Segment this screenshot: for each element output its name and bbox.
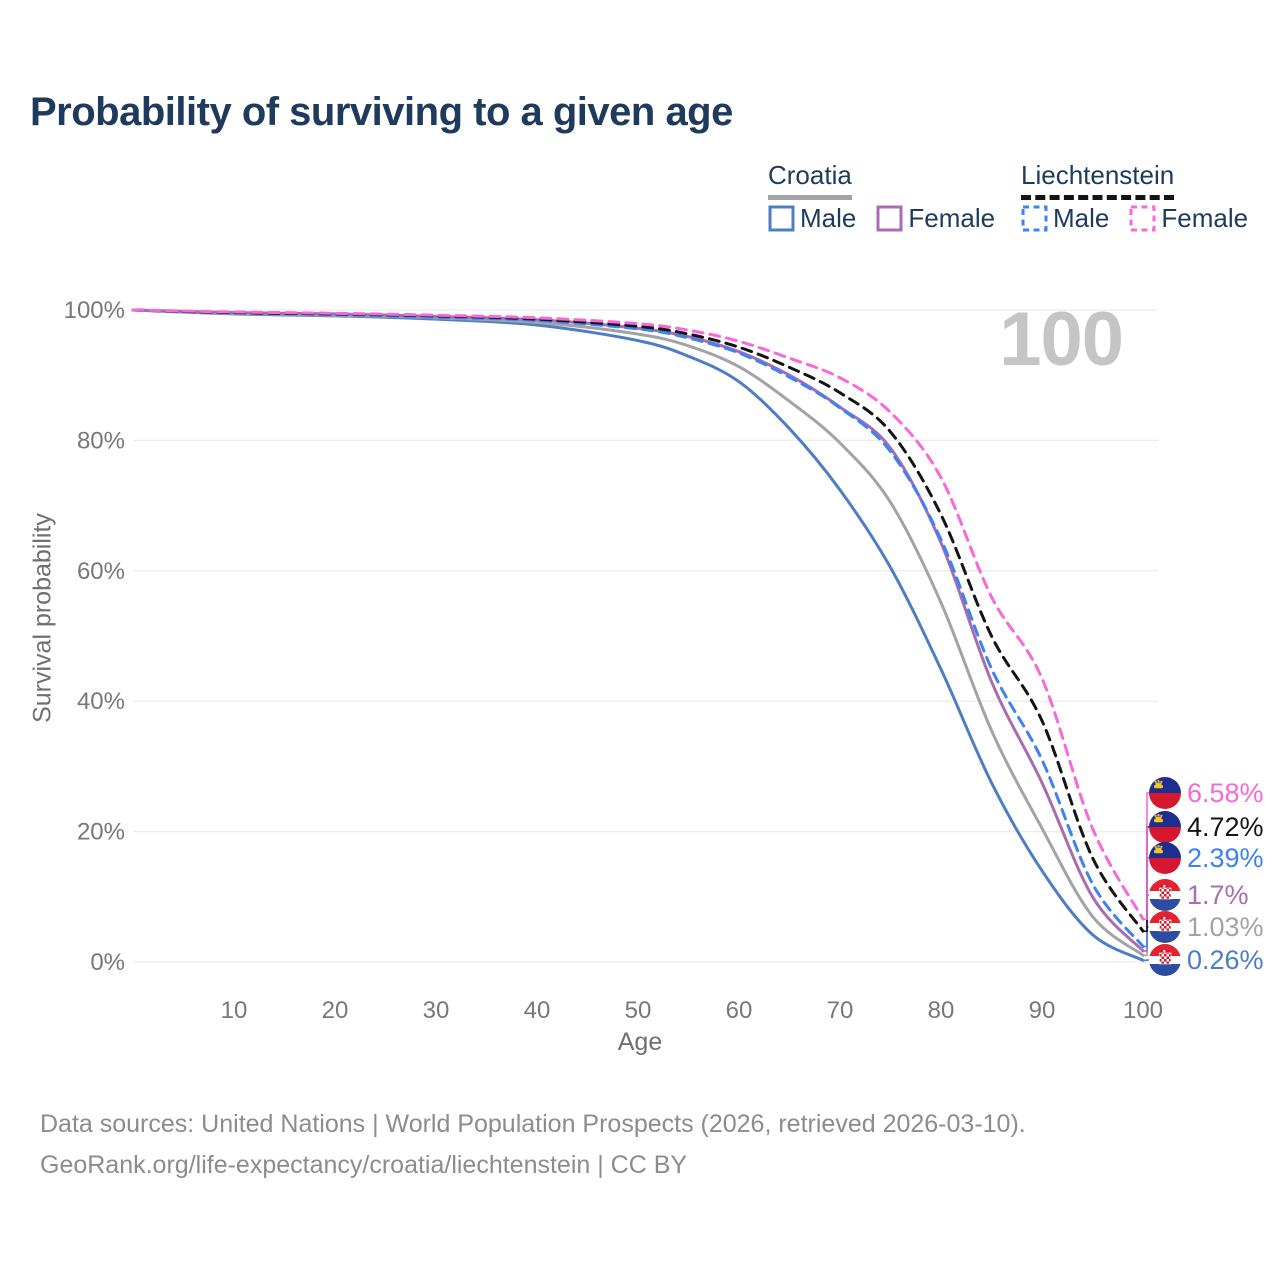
croatia-male-swatch-icon bbox=[768, 205, 795, 232]
legend-croatia-female: Female bbox=[876, 203, 995, 234]
liechtenstein-female-swatch-icon bbox=[1129, 205, 1156, 232]
end-value: 4.72% bbox=[1187, 811, 1264, 842]
end-value: 0.26% bbox=[1187, 944, 1264, 975]
x-tick-label: 90 bbox=[1029, 997, 1056, 1024]
end-value: 1.03% bbox=[1187, 911, 1264, 942]
data-sources-footer: Data sources: United Nations | World Pop… bbox=[40, 1104, 1026, 1186]
legend-croatia-items: Male Female bbox=[768, 203, 995, 234]
legend-croatia-header: Croatia bbox=[768, 160, 852, 200]
legend-liechtenstein-title: Liechtenstein bbox=[1021, 160, 1175, 190]
footer-line-2: GeoRank.org/life-expectancy/croatia/liec… bbox=[40, 1151, 688, 1179]
y-tick-label: 40% bbox=[77, 688, 125, 715]
y-tick-label: 60% bbox=[77, 558, 125, 585]
x-tick-label: 70 bbox=[827, 997, 854, 1024]
end-label-croatia-male: 0.26% bbox=[1149, 944, 1264, 976]
x-tick-label: 40 bbox=[524, 997, 551, 1024]
y-tick-label: 20% bbox=[77, 819, 125, 846]
y-tick-label: 100% bbox=[64, 297, 125, 324]
end-value: 1.7% bbox=[1187, 879, 1249, 910]
liechtenstein-total-line bbox=[131, 308, 1145, 933]
end-value: 6.58% bbox=[1187, 777, 1264, 808]
x-tick-label: 20 bbox=[322, 997, 349, 1024]
legend-label: Female bbox=[1161, 203, 1249, 233]
legend-liechtenstein-header: Liechtenstein bbox=[1021, 160, 1175, 200]
liechtenstein-female-line bbox=[131, 308, 1145, 921]
croatia-female-line bbox=[131, 308, 1145, 953]
legend-croatia-male: Male bbox=[768, 203, 856, 234]
y-tick-label: 0% bbox=[90, 949, 125, 976]
x-tick-label: 10 bbox=[221, 997, 248, 1024]
page-title: Probability of surviving to a given age bbox=[30, 90, 733, 134]
x-tick-label: 30 bbox=[423, 997, 450, 1024]
x-tick-label: 80 bbox=[928, 997, 955, 1024]
croatia-flag-icon bbox=[1149, 911, 1181, 943]
end-value: 2.39% bbox=[1187, 842, 1264, 873]
age-counter: 100 bbox=[999, 297, 1124, 382]
x-axis-title: Age bbox=[617, 1028, 663, 1056]
liechtenstein-flag-icon bbox=[1149, 842, 1181, 874]
x-tick-label: 60 bbox=[726, 997, 753, 1024]
footer-line-1: Data sources: United Nations | World Pop… bbox=[40, 1110, 1026, 1138]
liechtenstein-flag-icon bbox=[1149, 811, 1181, 843]
legend-croatia-title: Croatia bbox=[768, 160, 852, 190]
end-label-liechtenstein-female: 6.58% bbox=[1149, 777, 1264, 809]
y-tick-label: 80% bbox=[77, 427, 125, 454]
legend-label: Male bbox=[800, 203, 857, 233]
liechtenstein-male-swatch-icon bbox=[1021, 205, 1048, 232]
end-label-liechtenstein-total: 4.72% bbox=[1149, 811, 1264, 843]
croatia-flag-icon bbox=[1149, 944, 1181, 976]
x-tick-label: 50 bbox=[625, 997, 652, 1024]
x-tick-label: 100 bbox=[1123, 997, 1163, 1024]
croatia-female-swatch-icon bbox=[876, 205, 903, 232]
end-label-liechtenstein-male: 2.39% bbox=[1149, 842, 1264, 874]
end-label-croatia-total: 1.03% bbox=[1149, 911, 1264, 943]
y-axis-title: Survival probability bbox=[28, 513, 57, 723]
end-label-croatia-female: 1.7% bbox=[1149, 879, 1249, 911]
legend-liechtenstein-male: Male bbox=[1021, 203, 1109, 234]
legend-liechtenstein-female: Female bbox=[1129, 203, 1248, 234]
liechtenstein-flag-icon bbox=[1149, 777, 1181, 809]
legend-liechtenstein-items: Male Female bbox=[1021, 203, 1248, 234]
legend-label: Female bbox=[908, 203, 996, 233]
legend-label: Male bbox=[1053, 203, 1110, 233]
croatia-flag-icon bbox=[1149, 879, 1181, 911]
liechtenstein-male-line bbox=[131, 308, 1145, 948]
